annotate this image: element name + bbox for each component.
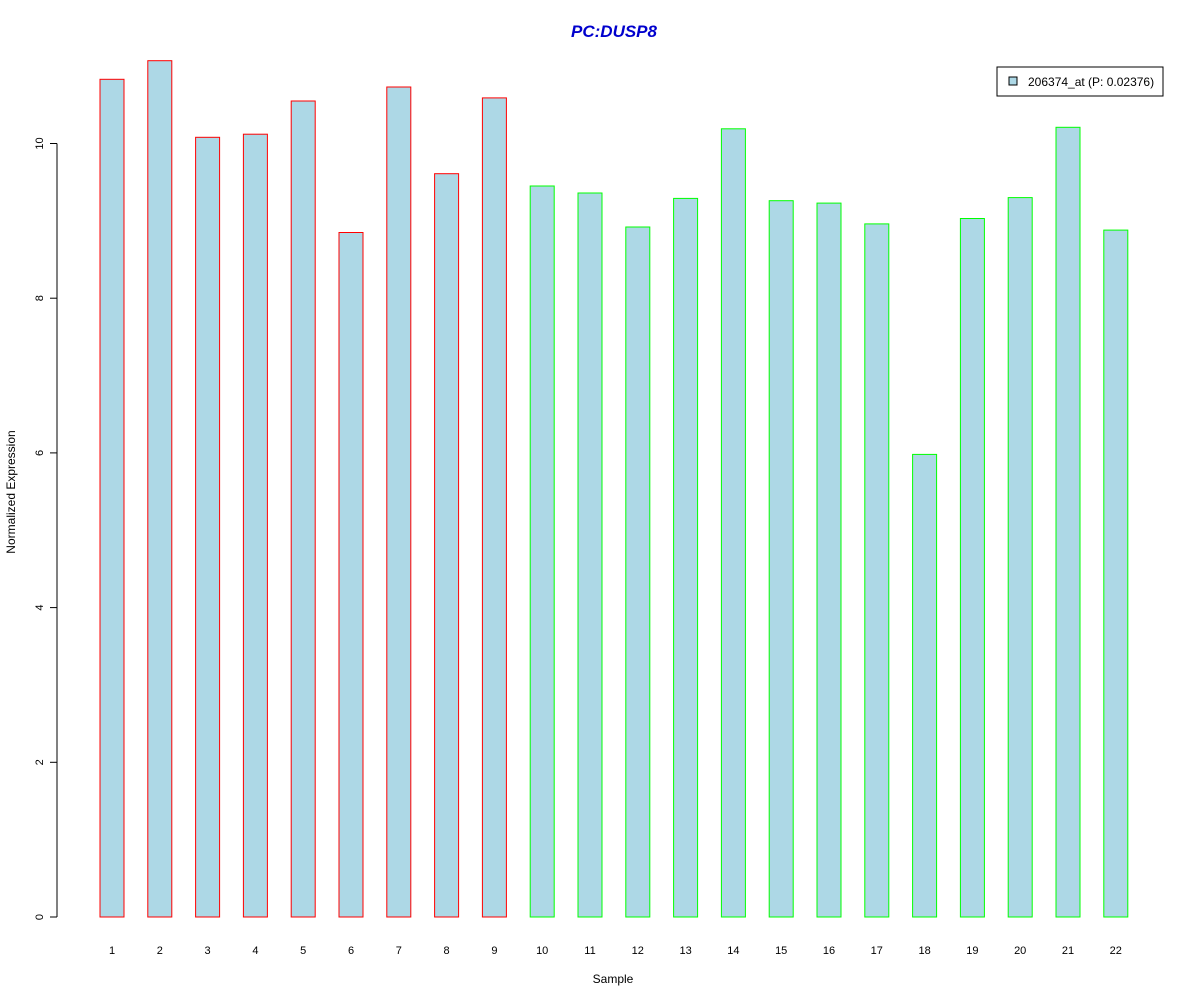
- bar-sample-21: [1055, 126, 1081, 918]
- x-tick-label: 17: [871, 945, 883, 957]
- bar-sample-4: [242, 133, 268, 918]
- legend: 206374_at (P: 0.02376): [996, 66, 1164, 97]
- x-tick-label: 3: [205, 945, 211, 957]
- x-tick-label: 20: [1014, 945, 1026, 957]
- bar-sample-5: [290, 100, 316, 918]
- x-tick-label: 12: [632, 945, 644, 957]
- y-axis-title: Normalized Expression: [4, 430, 18, 553]
- bar-sample-10: [529, 185, 555, 918]
- legend-box: [996, 66, 1164, 97]
- y-tick-label: 6: [34, 450, 46, 456]
- x-tick-labels: 1 2 3 4 5 6 7 8 9 10 11 12 13 14 15 16 17 18 19 20 21 22: [109, 945, 1122, 957]
- x-tick-label: 22: [1110, 945, 1122, 957]
- x-tick-label: 1: [109, 945, 115, 957]
- bar-sample-12: [625, 226, 651, 918]
- x-tick-label: 7: [396, 945, 402, 957]
- x-axis-title: Sample: [593, 972, 634, 986]
- bar-sample-20: [1007, 197, 1033, 918]
- bar-sample-22: [1103, 229, 1129, 918]
- bar-sample-2: [147, 60, 173, 918]
- bar-sample-15: [768, 200, 794, 918]
- bar-sample-19: [959, 218, 985, 918]
- x-tick-label: 19: [966, 945, 978, 957]
- x-tick-label: 21: [1062, 945, 1074, 957]
- x-tick-label: 4: [252, 945, 258, 957]
- bar-sample-14: [720, 128, 746, 918]
- y-tick-label: 4: [34, 605, 46, 611]
- legend-label: 206374_at (P: 0.02376): [1028, 75, 1154, 89]
- x-tick-label: 10: [536, 945, 548, 957]
- bar-sample-18: [912, 453, 938, 918]
- bar-sample-7: [386, 86, 412, 918]
- y-tick-label: 0: [34, 914, 46, 920]
- x-tick-label: 16: [823, 945, 835, 957]
- y-tick-label: 10: [34, 137, 46, 149]
- x-tick-label: 18: [918, 945, 930, 957]
- bar-sample-16: [816, 202, 842, 918]
- x-tick-label: 13: [679, 945, 691, 957]
- legend-swatch: [1008, 76, 1018, 86]
- y-axis: 0 2 4 6 8 10: [34, 137, 58, 920]
- bar-sample-9: [481, 97, 507, 918]
- bar-sample-8: [434, 173, 460, 918]
- y-tick-label: 8: [34, 295, 46, 301]
- bar-sample-17: [864, 223, 890, 918]
- x-tick-label: 14: [727, 945, 739, 957]
- x-tick-label: 2: [157, 945, 163, 957]
- y-tick-label: 2: [34, 759, 46, 765]
- x-tick-label: 6: [348, 945, 354, 957]
- bar-sample-6: [338, 232, 364, 918]
- x-tick-label: 8: [444, 945, 450, 957]
- chart-title: PC:DUSP8: [571, 22, 658, 41]
- x-tick-label: 15: [775, 945, 787, 957]
- x-tick-label: 5: [300, 945, 306, 957]
- bars: [99, 60, 1129, 918]
- bar-sample-13: [673, 197, 699, 918]
- bar-sample-3: [195, 136, 221, 918]
- bar-sample-11: [577, 192, 603, 918]
- x-tick-label: 11: [584, 945, 595, 957]
- bar-sample-1: [99, 78, 125, 918]
- x-tick-label: 9: [491, 945, 497, 957]
